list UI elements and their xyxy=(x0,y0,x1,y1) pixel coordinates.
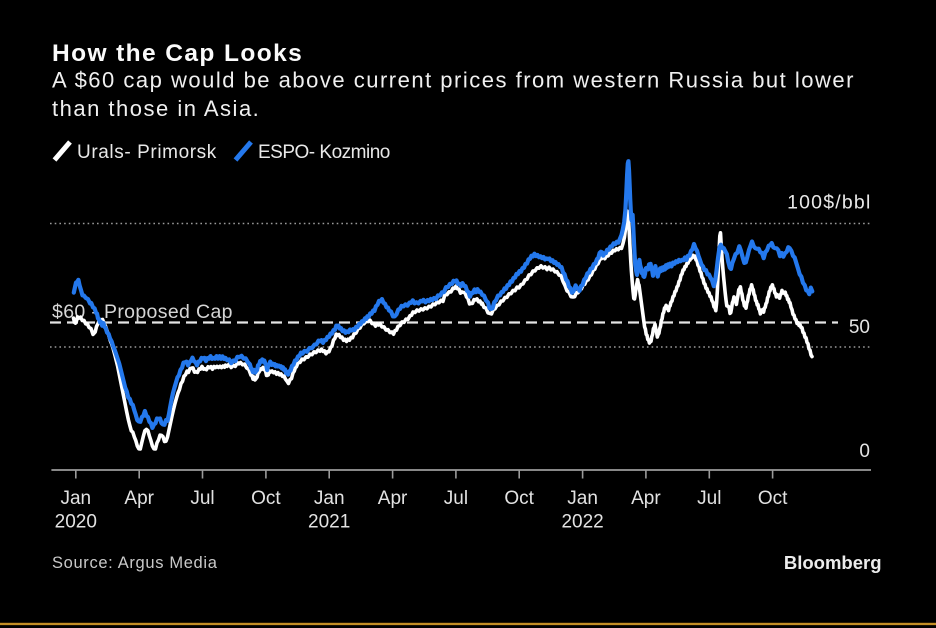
svg-text:A $60 cap would be above curre: A $60 cap would be above current prices … xyxy=(52,68,855,93)
svg-text:Source: Argus Media: Source: Argus Media xyxy=(52,554,218,572)
svg-text:0: 0 xyxy=(859,441,870,462)
svg-text:2020: 2020 xyxy=(55,512,97,533)
svg-text:2022: 2022 xyxy=(561,512,603,533)
svg-text:Apr: Apr xyxy=(631,488,661,509)
svg-text:than those in Asia.: than those in Asia. xyxy=(52,96,260,121)
svg-text:Apr: Apr xyxy=(124,488,154,509)
svg-text:Jan: Jan xyxy=(60,488,91,509)
svg-text:100$/bbl: 100$/bbl xyxy=(787,192,871,214)
svg-text:Jul: Jul xyxy=(444,488,468,509)
svg-text:50: 50 xyxy=(849,317,870,338)
svg-text:Jul: Jul xyxy=(697,488,721,509)
svg-text:How the Cap Looks: How the Cap Looks xyxy=(52,40,303,67)
svg-text:Oct: Oct xyxy=(758,488,788,509)
svg-text:Jan: Jan xyxy=(567,488,598,509)
svg-text:Oct: Oct xyxy=(504,488,534,509)
svg-text:Jan: Jan xyxy=(314,488,345,509)
svg-text:Urals- Primorsk: Urals- Primorsk xyxy=(77,142,217,163)
svg-text:Bloomberg: Bloomberg xyxy=(784,552,882,573)
svg-text:ESPO- Kozmino: ESPO- Kozmino xyxy=(258,142,390,163)
svg-text:Apr: Apr xyxy=(378,488,408,509)
svg-text:Jul: Jul xyxy=(190,488,214,509)
svg-text:2021: 2021 xyxy=(308,512,350,533)
svg-text:Oct: Oct xyxy=(251,488,281,509)
